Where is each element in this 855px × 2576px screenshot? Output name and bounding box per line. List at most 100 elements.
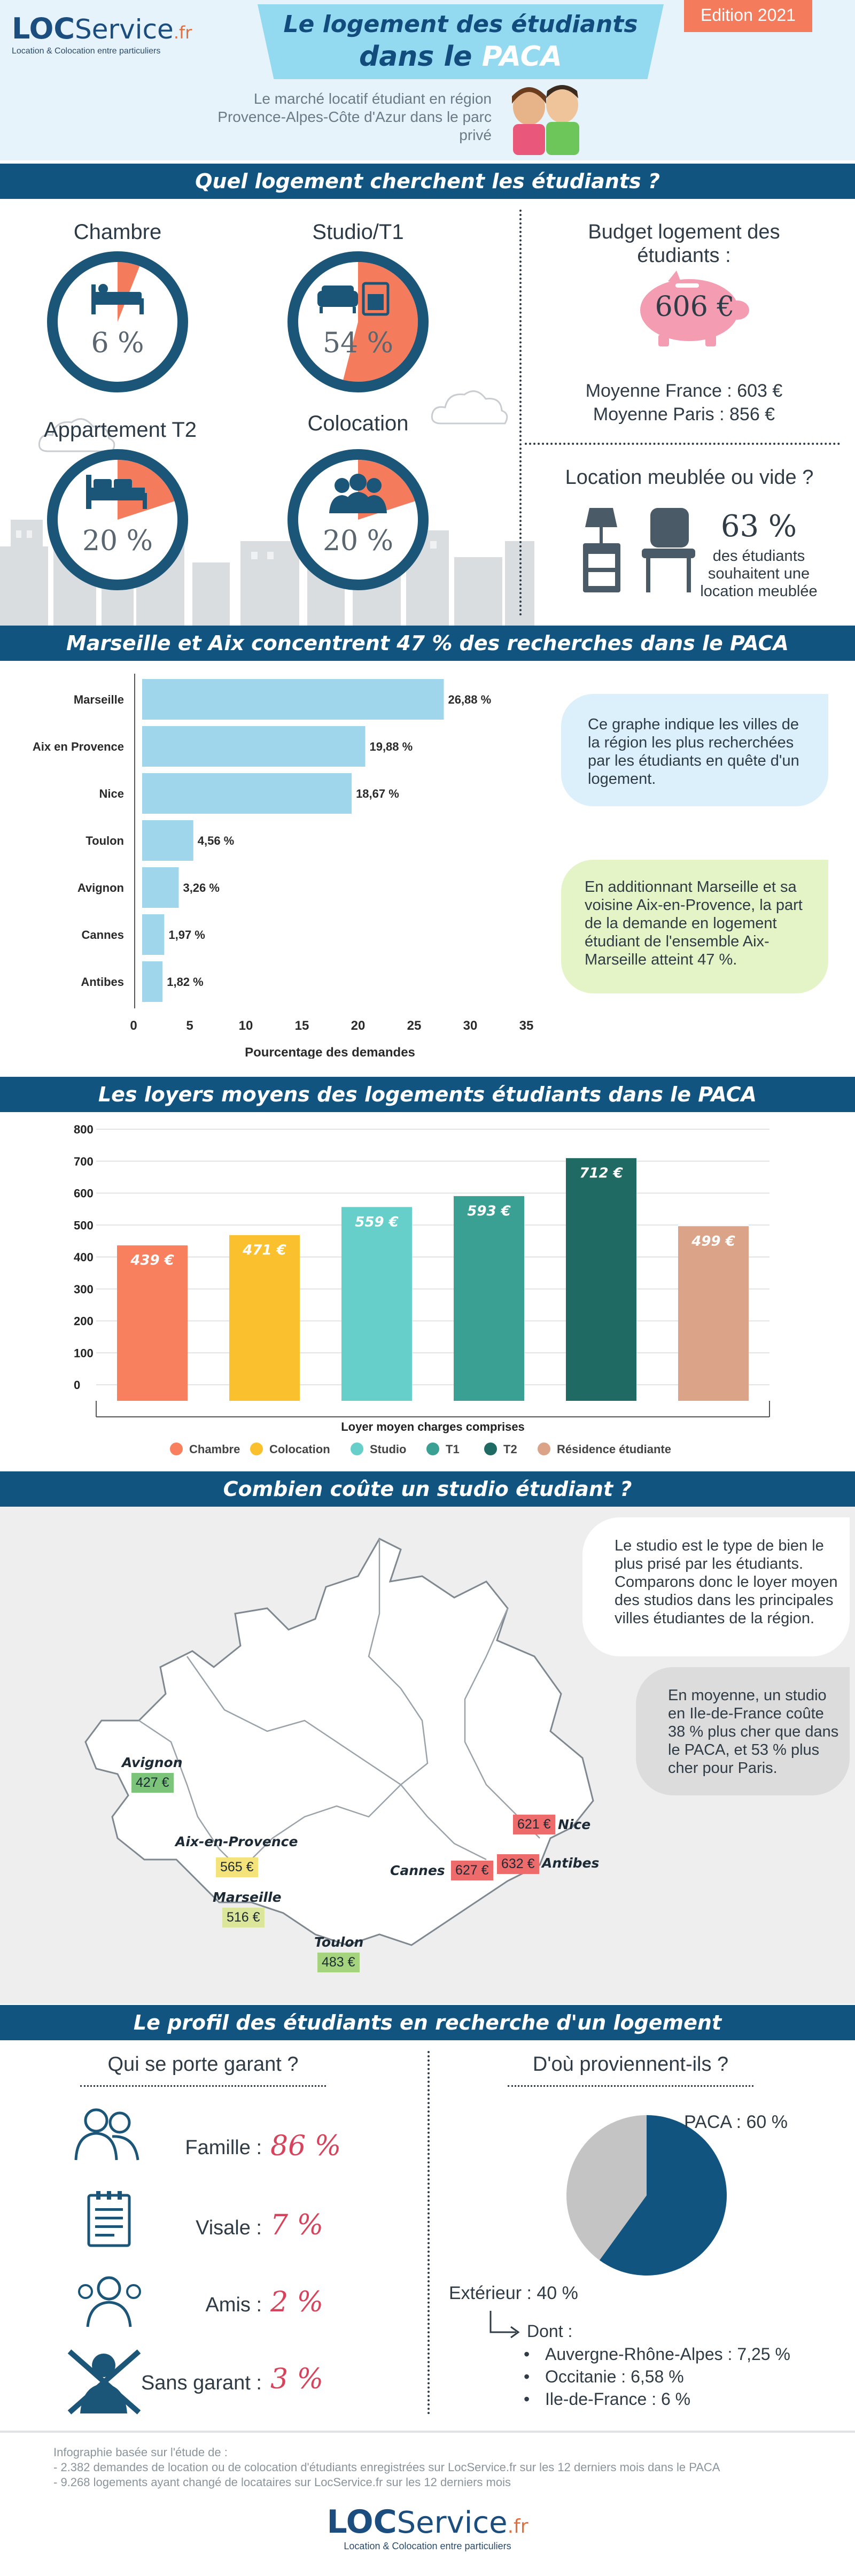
pie-slice — [566, 2115, 647, 2261]
donut-ring — [47, 449, 188, 590]
data-label: 3,26 % — [183, 881, 220, 894]
edition-badge — [684, 0, 812, 32]
type-value-coloc: 20 % — [322, 525, 394, 557]
category-label: Cannes — [82, 928, 124, 942]
data-label: 18,67 % — [356, 787, 399, 800]
footer-logo-bold: LOC — [327, 2503, 397, 2541]
data-label: 4,56 % — [198, 834, 235, 847]
tick-label: 15 — [295, 1019, 309, 1033]
price-toulon: 483 € — [317, 1953, 360, 1972]
footer-logo[interactable]: LOCService.fr Location & Colocation entr… — [321, 2503, 534, 2552]
garant-label-amis: Amis : — [205, 2294, 262, 2316]
tick-label: 200 — [74, 1315, 94, 1328]
section3-band: Les loyers moyens des logements étudiant… — [0, 1077, 855, 1112]
tick-label: 500 — [74, 1218, 94, 1232]
type-circle-studio: 54 % — [283, 247, 433, 397]
price-antibes: 632 € — [497, 1854, 539, 1874]
garant-underline — [80, 2085, 326, 2087]
category-label: Aix en Provence — [33, 740, 124, 753]
category-label: Antibes — [81, 975, 124, 989]
bar — [142, 820, 193, 861]
category-label: Nice — [99, 787, 124, 800]
type-label-studio: Studio/T1 — [312, 220, 404, 244]
furniture-icon — [583, 508, 695, 592]
students-illustration — [512, 85, 579, 155]
map-bubble-2: En moyenne, un studio en Ile-de-France c… — [636, 1667, 850, 1795]
title-ribbon — [258, 4, 664, 79]
type-donut — [47, 449, 188, 590]
origin-dont: Dont : — [527, 2322, 573, 2341]
bar — [454, 1195, 524, 1401]
data-label: 1,82 % — [167, 975, 204, 989]
legend-label: T2 — [503, 1443, 517, 1456]
section4-band: Combien coûte un studio étudiant ? — [0, 1471, 855, 1507]
city-cannes: Cannes — [390, 1863, 445, 1878]
data-label: 471 € — [242, 1243, 286, 1259]
legend-dot — [170, 1443, 183, 1455]
paca-map — [84, 1538, 594, 1946]
budget-value: 606 € — [655, 291, 735, 323]
logo-bold: LOC — [12, 12, 75, 45]
donut-slice — [343, 262, 418, 382]
city-marseille: Marseille — [213, 1889, 282, 1905]
donut-ring — [47, 251, 188, 392]
origin-title: D'où proviennent-ils ? — [532, 2053, 729, 2076]
document-icon — [87, 2191, 131, 2247]
section1-band: Quel logement cherchent les étudiants ? — [0, 164, 855, 199]
donut-ring — [287, 251, 429, 392]
type-value-t2: 20 % — [82, 525, 153, 557]
city-aix: Aix-en-Provence — [175, 1834, 298, 1849]
data-label: 559 € — [355, 1214, 398, 1230]
type-label-t2: Appartement T2 — [43, 418, 197, 442]
legend-dot — [426, 1443, 439, 1455]
type-label-chambre: Chambre — [73, 220, 162, 244]
origin-item: • Auvergne-Rhône-Alpes : 7,25 % — [524, 2344, 790, 2364]
type-value-studio: 54 % — [322, 327, 394, 359]
title-line2: dans le PACA — [258, 41, 664, 73]
garant-label-visale: Visale : — [196, 2217, 262, 2239]
legend-label: Chambre — [189, 1443, 240, 1456]
tick-label: 30 — [463, 1019, 478, 1033]
type-donut — [287, 449, 429, 590]
horizontal-divider — [525, 443, 840, 445]
garant-label-famille: Famille : — [185, 2137, 262, 2159]
arrow-icon — [489, 2311, 520, 2339]
bar — [678, 1225, 749, 1401]
city-antibes: Antibes — [542, 1855, 600, 1871]
garant-value-amis: 2 % — [270, 2286, 324, 2318]
footer: Infographie basée sur l'étude de : - 2.3… — [0, 2431, 855, 2576]
tick-label: 700 — [74, 1155, 94, 1168]
donut-slice — [118, 460, 175, 520]
garant-label-sans: Sans garant : — [141, 2372, 262, 2394]
origin-item: • Occitanie : 6,58 % — [524, 2367, 684, 2386]
footer-logo-rest: Service — [397, 2505, 508, 2540]
category-label: Toulon — [86, 834, 124, 847]
bar — [142, 679, 444, 720]
profile-divider — [428, 2051, 430, 2415]
garant-value-sans: 3 % — [270, 2363, 324, 2395]
origin-ext-label: Extérieur : 40 % — [449, 2283, 578, 2303]
type-donut — [287, 251, 429, 392]
tick-label: 0 — [130, 1019, 137, 1033]
subtitle: Le marché locatif étudiant en région Pro… — [217, 90, 492, 143]
section5-band: Le profil des étudiants en recherche d'u… — [0, 2005, 855, 2040]
tick-label: 600 — [74, 1187, 94, 1200]
title-line1: Le logement des étudiants — [283, 11, 638, 38]
type-donut — [47, 251, 188, 392]
type-circle-coloc: 20 % — [283, 445, 433, 595]
tick-label: 5 — [186, 1019, 193, 1033]
bar — [117, 1244, 188, 1401]
logo[interactable]: LOCService.fr Location & Colocation entr… — [12, 12, 192, 65]
meuble-title: Location meublée ou vide ? — [565, 466, 814, 489]
bar — [142, 867, 179, 908]
sofa-bed-icon — [83, 472, 152, 514]
origin-list: • Auvergne-Rhône-Alpes : 7,25 % • Occitani… — [524, 2343, 790, 2410]
city-toulon: Toulon — [314, 1934, 364, 1950]
legend-dot — [351, 1443, 363, 1455]
budget-france: Moyenne France : 603 € — [585, 381, 783, 401]
legend-label: T1 — [446, 1443, 460, 1456]
section2-band: Marseille et Aix concentrent 47 % des re… — [0, 626, 855, 661]
source-title: Infographie basée sur l'étude de : — [53, 2446, 228, 2459]
logo-tld: .fr — [173, 22, 192, 43]
legend-label: Studio — [370, 1443, 406, 1456]
